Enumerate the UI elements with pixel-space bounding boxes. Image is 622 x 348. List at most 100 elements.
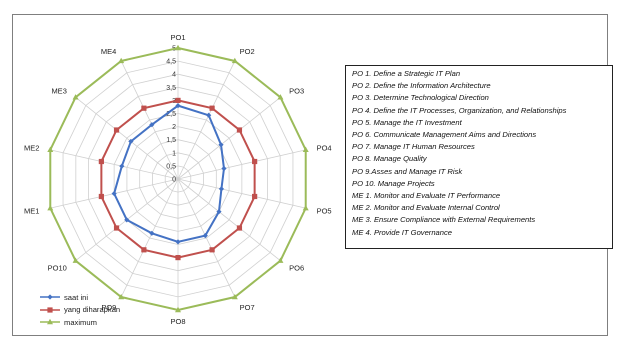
data-point [98,158,104,165]
axis-label: PO5 [317,207,332,216]
data-point [252,158,258,165]
data-point [128,138,134,145]
legend-label: yang diharapkan [64,305,121,315]
process-description-line: PO 3. Determine Technological Direction [352,93,489,103]
data-point [98,193,104,200]
legend-swatch [40,294,60,300]
data-point [113,225,120,231]
axis-label: ME3 [51,86,66,95]
tick-label: 2,5 [166,111,176,118]
process-description-line: PO 5. Manage the IT Investment [352,117,462,127]
axis-spoke [177,149,306,180]
data-point [218,186,225,192]
data-point [141,105,147,111]
series-yang-diharapkan [98,97,258,261]
data-point [175,103,181,109]
axis-spoke [177,178,306,209]
axis-label: ME2 [24,143,39,152]
axis-label: PO4 [317,143,332,152]
axis-spoke [120,60,179,180]
legend-swatch [40,307,60,313]
process-description-line: PO 10. Manage Projects [352,178,435,188]
data-point [236,225,243,231]
axis-spoke [75,97,179,180]
axis-label: PO9 [101,303,116,312]
axis-spoke [177,178,281,261]
series-saat-ini [111,103,227,245]
data-point [302,146,309,153]
data-point [277,94,284,100]
data-point [218,142,224,148]
tick-label: 0 [172,177,176,184]
series-legend: saat ini yang diharapkan maximum [39,291,120,329]
data-point [302,204,309,211]
data-point [111,190,117,197]
data-point [221,165,227,172]
data-point [149,122,155,128]
tick-label: 3,5 [166,85,176,92]
data-point [175,306,181,313]
process-description-line: PO 9.Asses and Manage IT Risk [352,166,463,176]
legend-entry: saat ini [39,291,120,304]
axis-label: ME1 [24,207,39,216]
data-point [124,217,130,223]
radial-tick-labels: 00,511,522,533,544,55 [166,46,176,184]
data-point [209,105,215,111]
data-point [277,257,284,263]
chart-area: 0 0,5 1 1,5 2 2,5 3 3,5 4 4,5 5 PO1 PO2 PO3 PO4 PO5 PO6… [12,14,613,336]
axis-label: PO7 [240,303,255,312]
axis-spoke [50,149,179,180]
process-description-line: PO 2. Define the Information Architectur… [352,81,491,91]
process-description-line: PO 7. Manage IT Human Resources [352,142,475,152]
tick-label: 4,5 [166,59,176,66]
legend-entry: maximum [39,316,120,329]
radar-chart: 00,511,522,533,544,55 PO1PO2PO3PO4PO5PO6… [24,33,332,326]
process-description-line: PO 8. Manage Quality [352,154,427,164]
data-point [47,204,54,211]
tick-label: 1 [172,150,176,157]
tick-label: 4 [172,72,176,79]
data-point [175,44,181,51]
axis-spoke [120,178,179,298]
data-point [175,255,181,261]
process-description-line: PO 4. Define the IT Processes, Organizat… [352,105,567,115]
legend-label: maximum [64,317,97,327]
legend-label: saat ini [64,292,89,302]
data-point [141,247,147,253]
data-point [175,97,181,103]
axis-label: PO8 [170,317,185,326]
data-point [113,127,120,133]
process-description-line: ME 1. Monitor and Evaluate IT Performanc… [352,191,501,201]
data-point [118,293,125,300]
tick-label: 2 [172,124,176,131]
process-description-line: PO 1. Define a Strategic IT Plan [352,69,461,78]
tick-label: 1,5 [166,137,176,144]
axis-label: PO2 [240,47,255,56]
axis-label: PO3 [289,86,304,95]
axis-spoke [177,97,281,180]
process-description-line: ME 4. Provide IT Governance [352,227,453,237]
axis-labels: PO1 PO2 PO3 PO4 PO5 PO6 PO7 PO8 PO9 PO10 ME1 ME2 ME3… [24,33,332,326]
tick-label: 0,5 [166,163,176,170]
data-point [216,209,222,215]
data-point [231,293,238,300]
data-point [231,57,238,64]
data-point [119,163,125,169]
process-description-line: ME 3. Ensure Compliance with External Re… [352,215,536,225]
axis-spoke [177,178,236,298]
legend-swatch [40,319,60,325]
data-point [149,230,155,236]
data-point [47,146,54,153]
series-maximum [47,44,309,313]
data-point [252,193,258,200]
data-series [47,44,309,313]
series-line [113,104,225,243]
data-point [236,127,243,133]
axis-label: PO6 [289,264,304,273]
data-point [72,257,79,263]
data-point [118,57,125,64]
axis-label: ME4 [101,47,116,56]
process-description-line: PO 6. Communicate Management Aims and Di… [352,130,537,140]
data-point [202,233,208,239]
legend-entry: yang diharapkan [39,304,120,317]
